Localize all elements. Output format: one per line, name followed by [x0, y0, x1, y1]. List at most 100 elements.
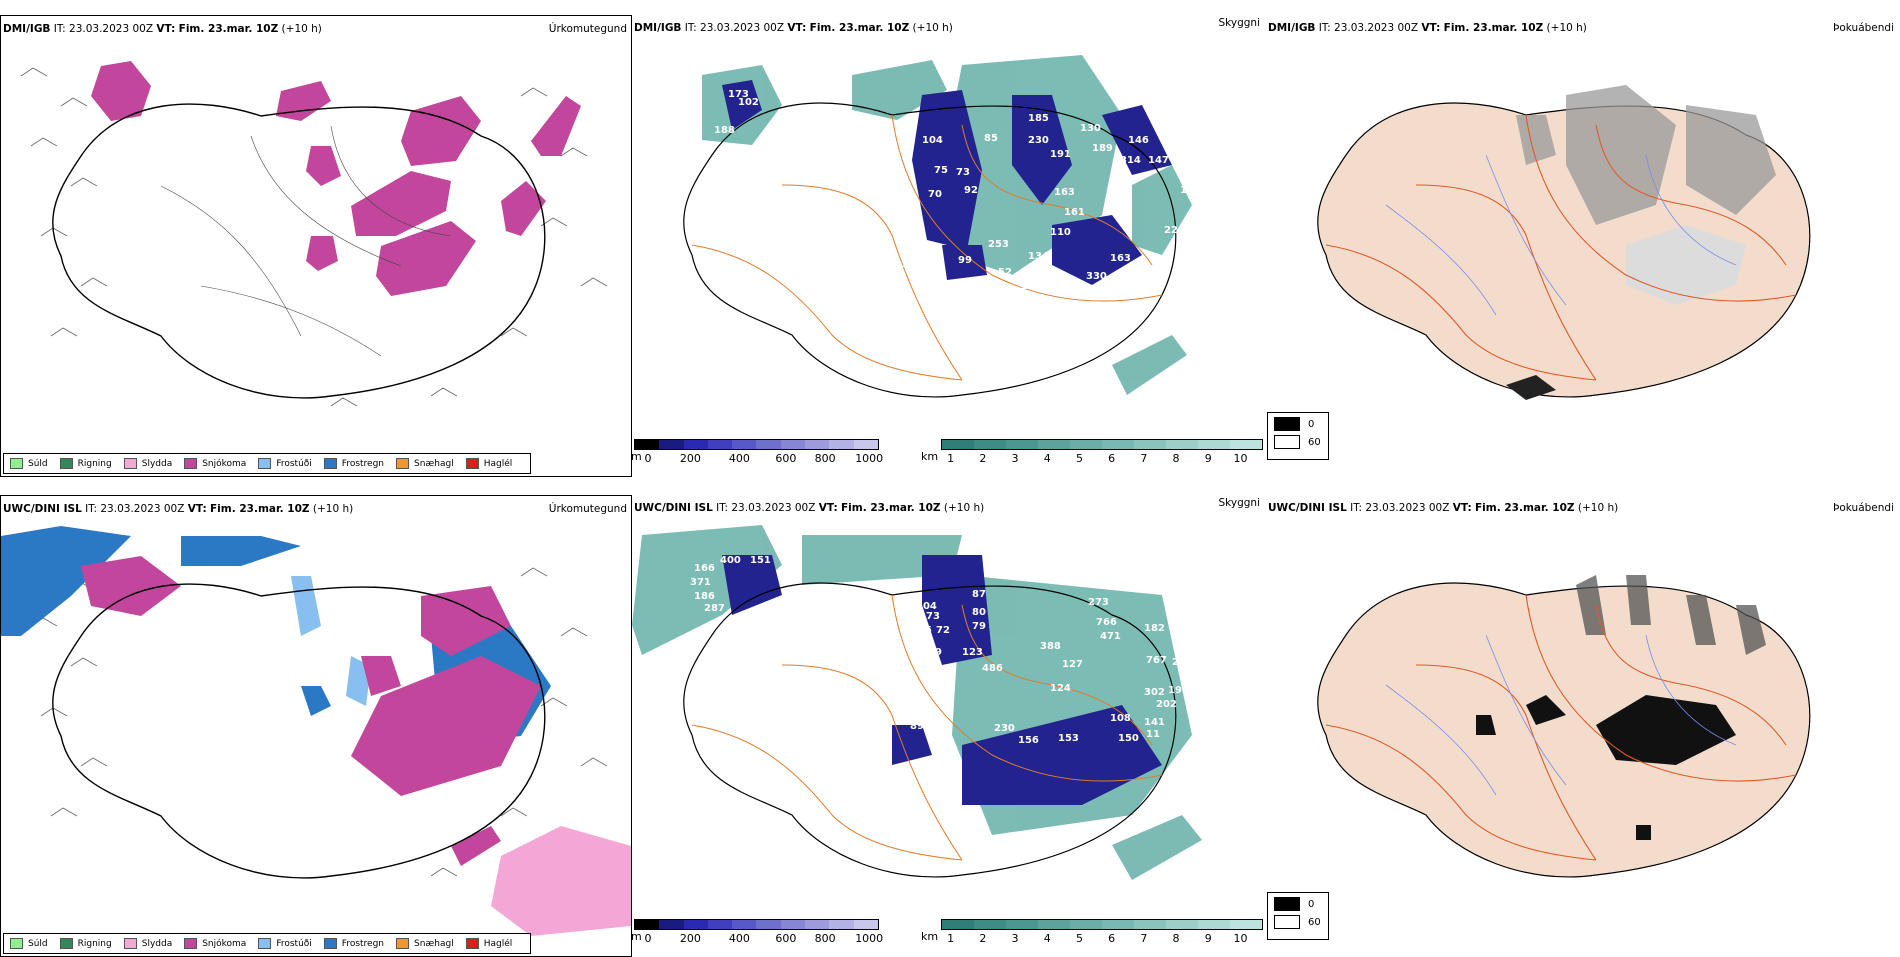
cloud-label: 146: [1128, 135, 1149, 146]
cloud-label: 102: [1062, 279, 1083, 290]
cloud-label: 253: [988, 239, 1009, 250]
colorbar-tick: 2: [979, 932, 987, 945]
cloud-label: 186: [694, 591, 715, 602]
cloud-label: 72: [936, 625, 950, 636]
precip-map: [1, 36, 633, 456]
colorbar-tick: 200: [679, 932, 701, 945]
legend-item: Haglél: [465, 458, 512, 469]
colorbar-unit: km: [921, 450, 939, 463]
cloud-label: 141: [1144, 717, 1165, 728]
cloud-label: 75: [918, 625, 932, 636]
cloud-label: 471: [1100, 631, 1121, 642]
cloud-label: 110: [1050, 227, 1071, 238]
cloud-label: 147: [1148, 155, 1169, 166]
colorbar-tick: 1000: [855, 452, 884, 465]
cloud-label: 134: [1028, 251, 1049, 262]
colorbar-tick: 8: [1172, 932, 1180, 945]
cloud-label: 287: [704, 603, 725, 614]
legend-item: Snæhagl: [396, 458, 454, 469]
colorbar-tick: 4: [1043, 932, 1051, 945]
colorbar-tick: 600: [775, 932, 797, 945]
fog-map: [1266, 35, 1898, 455]
cloud-base-colorbar: m 0 200 400 600 800 1000: [631, 439, 883, 467]
cloud-label: 189: [1092, 143, 1113, 154]
cloud-label: 79: [972, 621, 986, 632]
panel-title: DMI/IGB IT: 23.03.2023 00Z VT: Fim. 23.m…: [634, 22, 953, 34]
cloud-label: 80: [972, 607, 986, 618]
fog-legend-item: 60: [1274, 435, 1328, 449]
cloud-label: 133: [894, 259, 915, 270]
legend-item: Frostregn: [323, 938, 384, 949]
cloud-base-colorbar: m 0 200 400 600 800 1000: [631, 919, 883, 947]
cloud-label: 115: [1062, 339, 1083, 350]
colorbar-unit: km: [921, 930, 939, 943]
fog-legend-item: 0: [1274, 897, 1328, 911]
panel-name: Úrkomutegund: [548, 503, 627, 515]
fog-legend: 0 60: [1267, 892, 1329, 940]
cloud-label: 185: [1028, 113, 1049, 124]
cloud-label: 153: [1058, 733, 1079, 744]
cloud-label: 371: [690, 577, 711, 588]
cloud-label: 400: [720, 555, 741, 566]
cloud-label: 218: [1172, 657, 1193, 668]
cloud-label: 220: [1164, 225, 1185, 236]
cloud-label: 84: [924, 707, 938, 718]
colorbar-tick: 0: [644, 932, 652, 945]
cloud-label: 124: [1050, 683, 1071, 694]
cloud-label: 486: [982, 663, 1003, 674]
cloud-label: 230: [1028, 135, 1049, 146]
legend-item: Súld: [10, 458, 48, 469]
legend-item: Slydda: [123, 938, 172, 949]
cloud-label: 766: [1096, 617, 1117, 628]
colorbar-unit: m: [631, 930, 642, 943]
visibility-colorbar: km 1 2 3 4 5 6 7 8 9 10: [921, 919, 1263, 947]
cloud-label: 113: [1020, 281, 1041, 292]
legend-item: Frostregn: [323, 458, 384, 469]
cloud-label: 163: [1054, 187, 1075, 198]
colorbar-tick: 5: [1075, 452, 1083, 465]
cloud-label: 104: [916, 601, 937, 612]
panel-name: Úrkomutegund: [548, 23, 627, 35]
cloud-label: 123: [962, 647, 983, 658]
cloud-label: 767: [1146, 655, 1167, 666]
cloud-label: 302: [1144, 687, 1165, 698]
panel-title: UWC/DINI ISL IT: 23.03.2023 00Z VT: Fim.…: [634, 502, 985, 514]
colorbar-tick: 400: [728, 452, 750, 465]
colorbar-tick: 10: [1233, 452, 1248, 465]
cloud-label: 330: [1086, 271, 1107, 282]
colorbar-tick: 800: [814, 932, 836, 945]
panel-title: UWC/DINI ISL IT: 23.03.2023 00Z VT: Fim.…: [1268, 502, 1619, 514]
visibility-colorbar: km 1 2 3 4 5 6 7 8 9 10: [921, 439, 1263, 467]
precip-type-panel-uwc: UWC/DINI ISL IT: 23.03.2023 00Z VT: Fim.…: [0, 495, 632, 957]
legend-item: Rigning: [59, 938, 112, 949]
fog-map: [1266, 515, 1898, 935]
colorbar-tick: 600: [775, 452, 797, 465]
colorbar-tick: 2: [979, 452, 987, 465]
panel-name: Skyggni: [1218, 497, 1261, 509]
colorbar-tick: 8: [1172, 452, 1180, 465]
panel-title: DMI/IGB IT: 23.03.2023 00Z VT: Fim. 23.m…: [1268, 22, 1587, 34]
fog-legend-item: 60: [1274, 915, 1328, 929]
cloud-label: 92: [964, 185, 978, 196]
panel-title: UWC/DINI ISL IT: 23.03.2023 00Z VT: Fim.…: [3, 503, 354, 515]
cloud-label: 102: [738, 97, 759, 108]
colorbar-tick: 1000: [855, 932, 884, 945]
cloud-label: 52: [998, 267, 1012, 278]
colorbar-tick: 400: [728, 932, 750, 945]
legend-item: Frostúði: [258, 938, 312, 949]
colorbar-tick: 6: [1108, 452, 1116, 465]
cloud-label: 182: [1180, 185, 1201, 196]
legend-item: Slydda: [123, 458, 172, 469]
cloud-label: 161: [1064, 207, 1085, 218]
fog-indicator-panel-uwc: UWC/DINI ISL IT: 23.03.2023 00Z VT: Fim.…: [1266, 495, 1898, 957]
precip-map: [1, 516, 633, 936]
cloud-label: 182: [1144, 623, 1165, 634]
colorbar-tick: 1: [947, 932, 955, 945]
cloud-label: 104: [922, 135, 943, 146]
cloud-visibility-panel-uwc: UWC/DINI ISL IT: 23.03.2023 00Z VT: Fim.…: [631, 495, 1264, 957]
cloud-label: 73: [926, 611, 940, 622]
cloud-map: 166 400 151 371 186 287 104 73 75 72 87 …: [632, 515, 1264, 935]
cloud-label: 110: [1116, 279, 1137, 290]
panel-name: Þokuábendi: [1833, 502, 1894, 514]
colorbar-tick: 6: [1108, 932, 1116, 945]
